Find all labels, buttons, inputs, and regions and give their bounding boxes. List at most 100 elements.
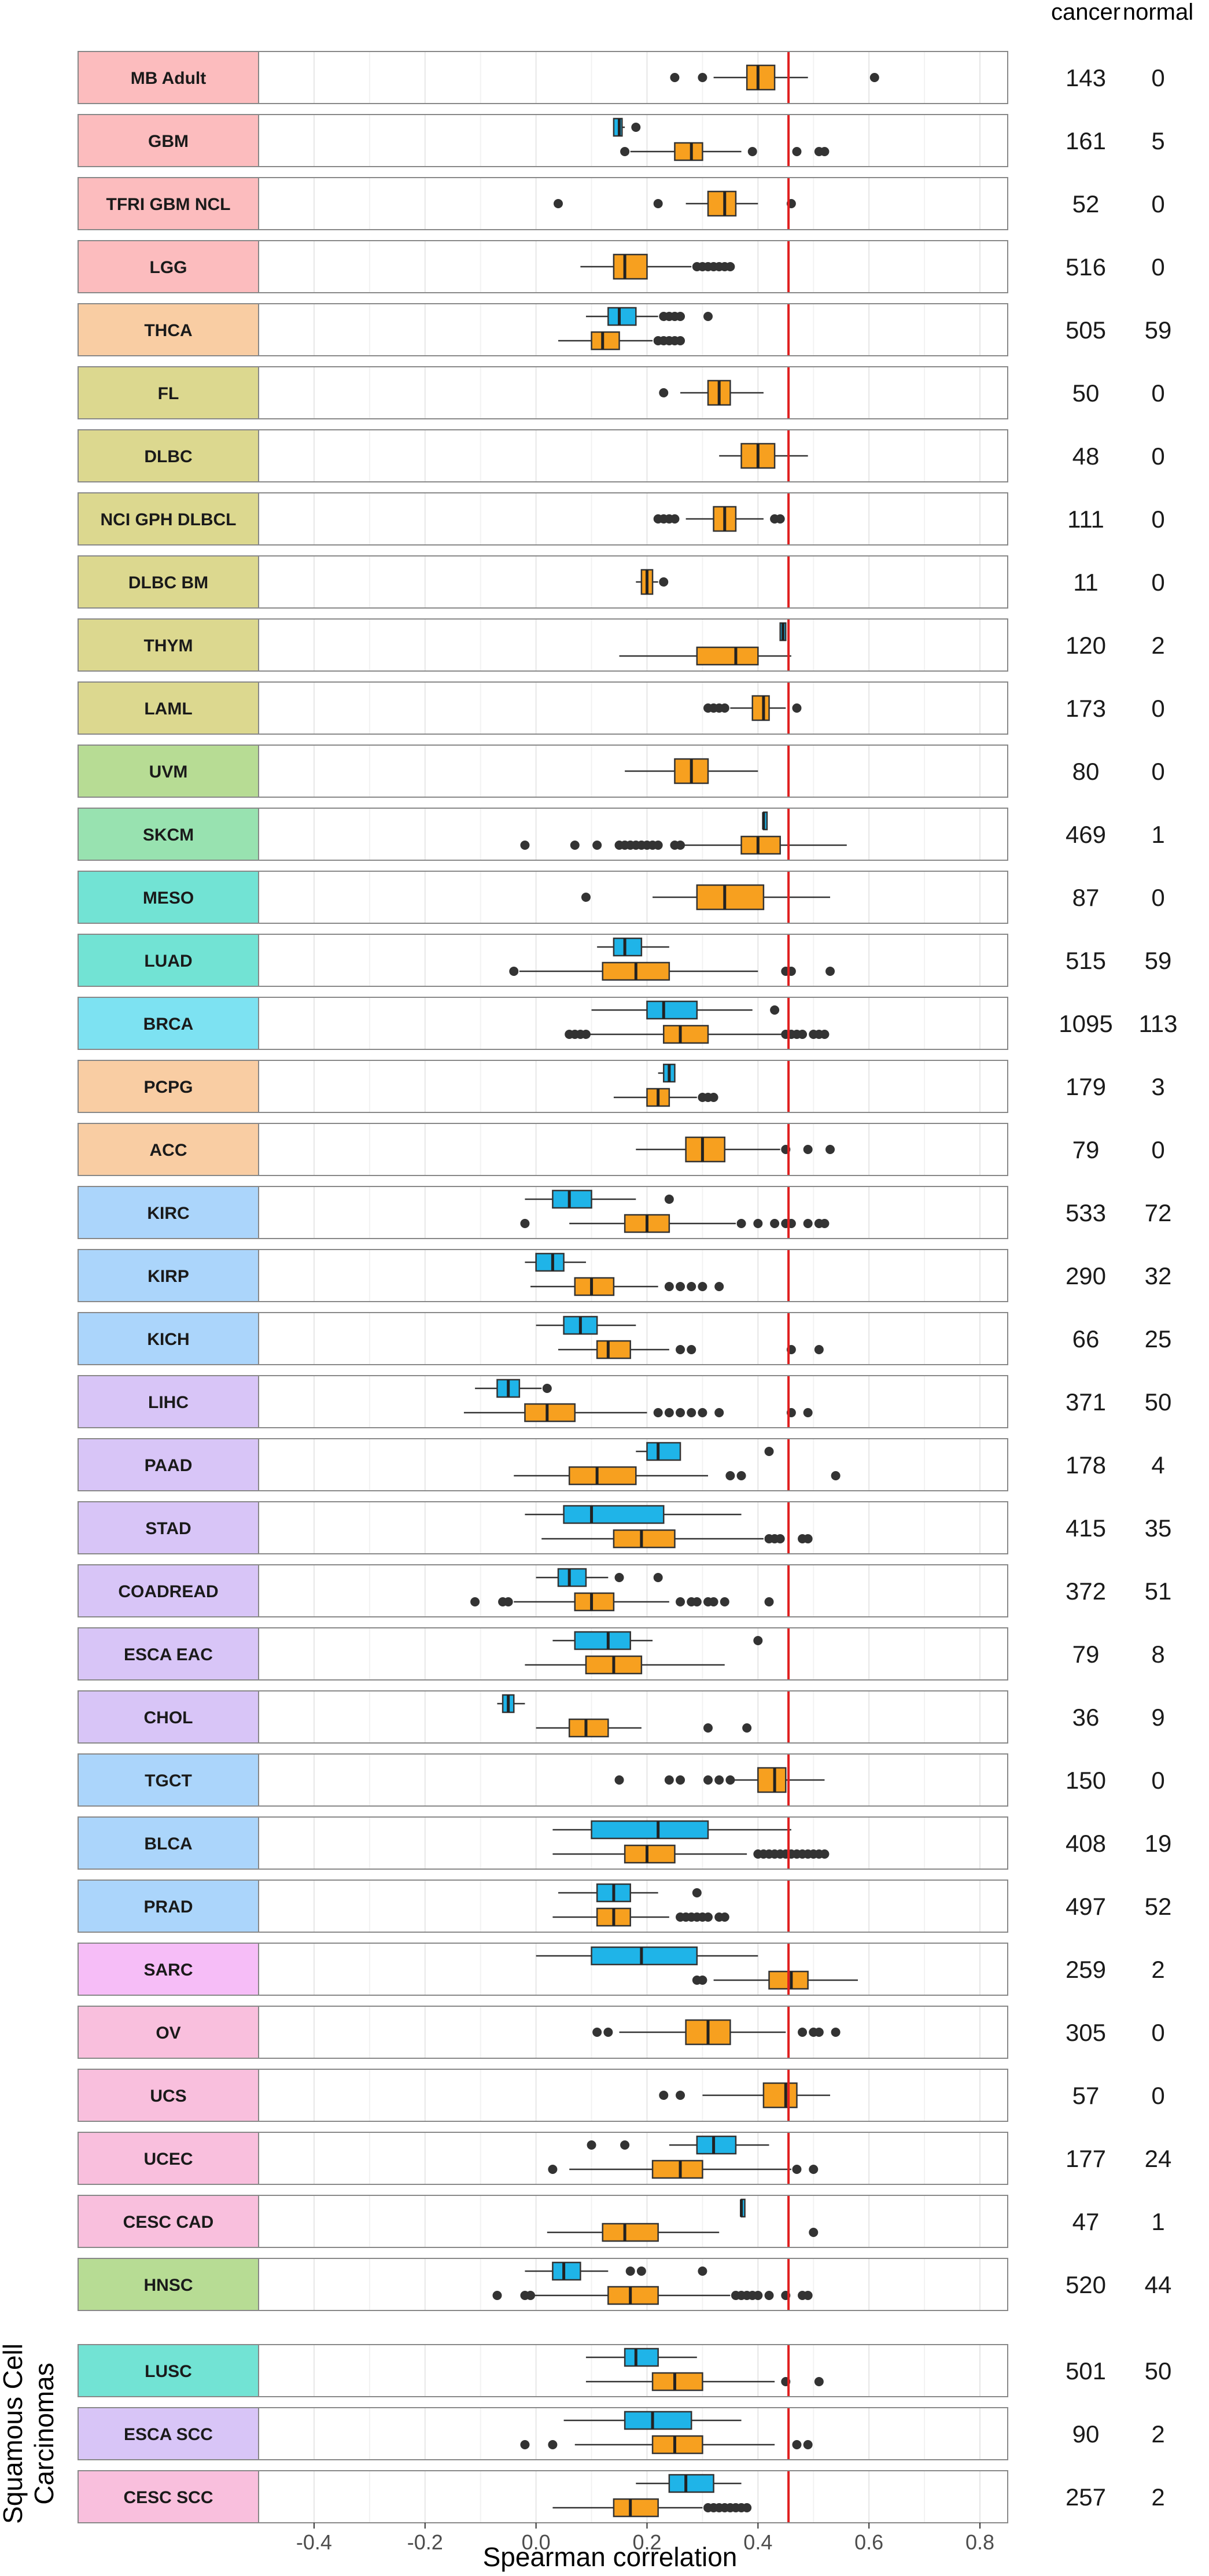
panel-label-strip <box>78 177 259 230</box>
panel-kirc: KIRC <box>78 1186 1008 1239</box>
normal-box <box>497 1694 525 1713</box>
panel-plot-area <box>259 997 1008 1049</box>
panel-plot-area <box>259 871 1008 923</box>
cancer-count: 150 <box>1066 1767 1106 1794</box>
panel-plot-area <box>259 493 1008 545</box>
cancer-count: 469 <box>1066 821 1106 848</box>
panel-tfri-gbm-ncl: TFRI GBM NCL <box>78 177 1008 230</box>
cancer-count: 90 <box>1072 2420 1100 2448</box>
normal-box <box>525 1252 586 1272</box>
outlier-point <box>548 2440 558 2449</box>
cancer-count: 259 <box>1066 1956 1106 1983</box>
panel-label-strip <box>78 114 259 167</box>
panel-label: FL <box>158 384 179 403</box>
outlier-point <box>659 577 669 587</box>
cancer-count: 1095 <box>1059 1010 1112 1037</box>
outlier-point <box>820 147 830 156</box>
outlier-point <box>687 1345 696 1354</box>
outlier-point <box>820 1219 830 1228</box>
outlier-point <box>820 1849 830 1859</box>
panel-label-strip <box>78 2407 259 2460</box>
outlier-point <box>698 2267 707 2276</box>
panel-label: CHOL <box>144 1708 193 1727</box>
cancer-box <box>520 835 847 855</box>
cancer-box <box>552 2498 752 2518</box>
panel-border <box>258 2258 1008 2311</box>
iqr-box <box>613 2498 659 2518</box>
iqr-box <box>591 331 620 351</box>
outlier-point <box>698 1408 707 1417</box>
cancer-box <box>659 2082 831 2109</box>
cancer-count: 516 <box>1066 253 1106 281</box>
normal-count: 32 <box>1145 1262 1172 1289</box>
cancer-box <box>653 506 785 532</box>
cancer-count: 48 <box>1072 443 1100 470</box>
panel-label: KIRP <box>148 1267 189 1286</box>
normal-box <box>552 1631 763 1650</box>
panel-border <box>258 2344 1008 2397</box>
iqr-box <box>563 1505 665 1524</box>
cancer-box <box>492 2286 813 2305</box>
outlier-point <box>825 967 835 976</box>
panel-nci-gph-dlbcl: NCI GPH DLBCL <box>78 492 1008 546</box>
outlier-point <box>636 2267 646 2276</box>
outlier-point <box>753 1636 763 1645</box>
outlier-point <box>814 2028 824 2037</box>
panel-label-strip <box>78 1060 259 1113</box>
cancer-count: 179 <box>1066 1073 1106 1100</box>
panel-dlbc: DLBC <box>78 429 1008 482</box>
cancer-box <box>541 1529 813 1549</box>
iqr-box <box>651 2372 703 2391</box>
outlier-point <box>587 2140 596 2150</box>
iqr-box <box>696 2135 737 2155</box>
outlier-point <box>664 1282 674 1291</box>
cancer-count: 57 <box>1072 2082 1100 2109</box>
panel-plot-area <box>259 1565 1008 1617</box>
panel-plot-area <box>259 682 1008 734</box>
panel-label-strip <box>78 1186 259 1239</box>
normal-count: 0 <box>1151 569 1164 596</box>
iqr-box <box>591 1946 698 1966</box>
outlier-point <box>625 2267 635 2276</box>
normal-box <box>658 1063 676 1083</box>
panel-border <box>258 745 1008 798</box>
panel-border <box>258 492 1008 546</box>
outlier-point <box>592 2028 602 2037</box>
panel-label: PRAD <box>143 1897 193 1917</box>
panel-brca: BRCA <box>78 997 1008 1050</box>
outlier-point <box>720 703 729 713</box>
outlier-point <box>775 514 785 524</box>
outlier-point <box>676 1775 685 1785</box>
panel-border <box>258 1312 1008 1365</box>
cancer-box <box>585 2372 824 2391</box>
panel-plot-area <box>259 178 1008 230</box>
panel-border <box>258 1880 1008 1933</box>
panel-label: PCPG <box>143 1078 193 1097</box>
panel-border <box>258 1564 1008 1617</box>
panel-label-strip <box>78 1249 259 1302</box>
outlier-point <box>736 1471 746 1480</box>
panel-label-strip <box>78 745 259 798</box>
normal-count: 1 <box>1151 821 1164 848</box>
cancer-count: 520 <box>1066 2271 1106 2298</box>
panel-label-strip <box>78 2006 259 2059</box>
panel-label-strip <box>78 1753 259 1807</box>
normal-count: 0 <box>1151 190 1164 218</box>
outlier-point <box>753 2291 763 2300</box>
normal-count: 51 <box>1145 1578 1172 1605</box>
normal-box <box>585 2347 697 2367</box>
normal-count: 8 <box>1151 1641 1164 1668</box>
panel-coadread: COADREAD <box>78 1564 1008 1617</box>
outlier-point <box>659 2091 669 2100</box>
outlier-point <box>520 1219 530 1228</box>
outlier-point <box>709 1597 718 1606</box>
cancer-box <box>620 142 830 161</box>
outlier-point <box>653 1408 663 1417</box>
normal-count: 44 <box>1145 2271 1172 2298</box>
panel-border <box>258 1690 1008 1744</box>
outlier-point <box>520 2440 530 2449</box>
outlier-point <box>603 2028 613 2037</box>
outlier-point <box>764 1597 774 1606</box>
cancer-box <box>719 443 808 469</box>
